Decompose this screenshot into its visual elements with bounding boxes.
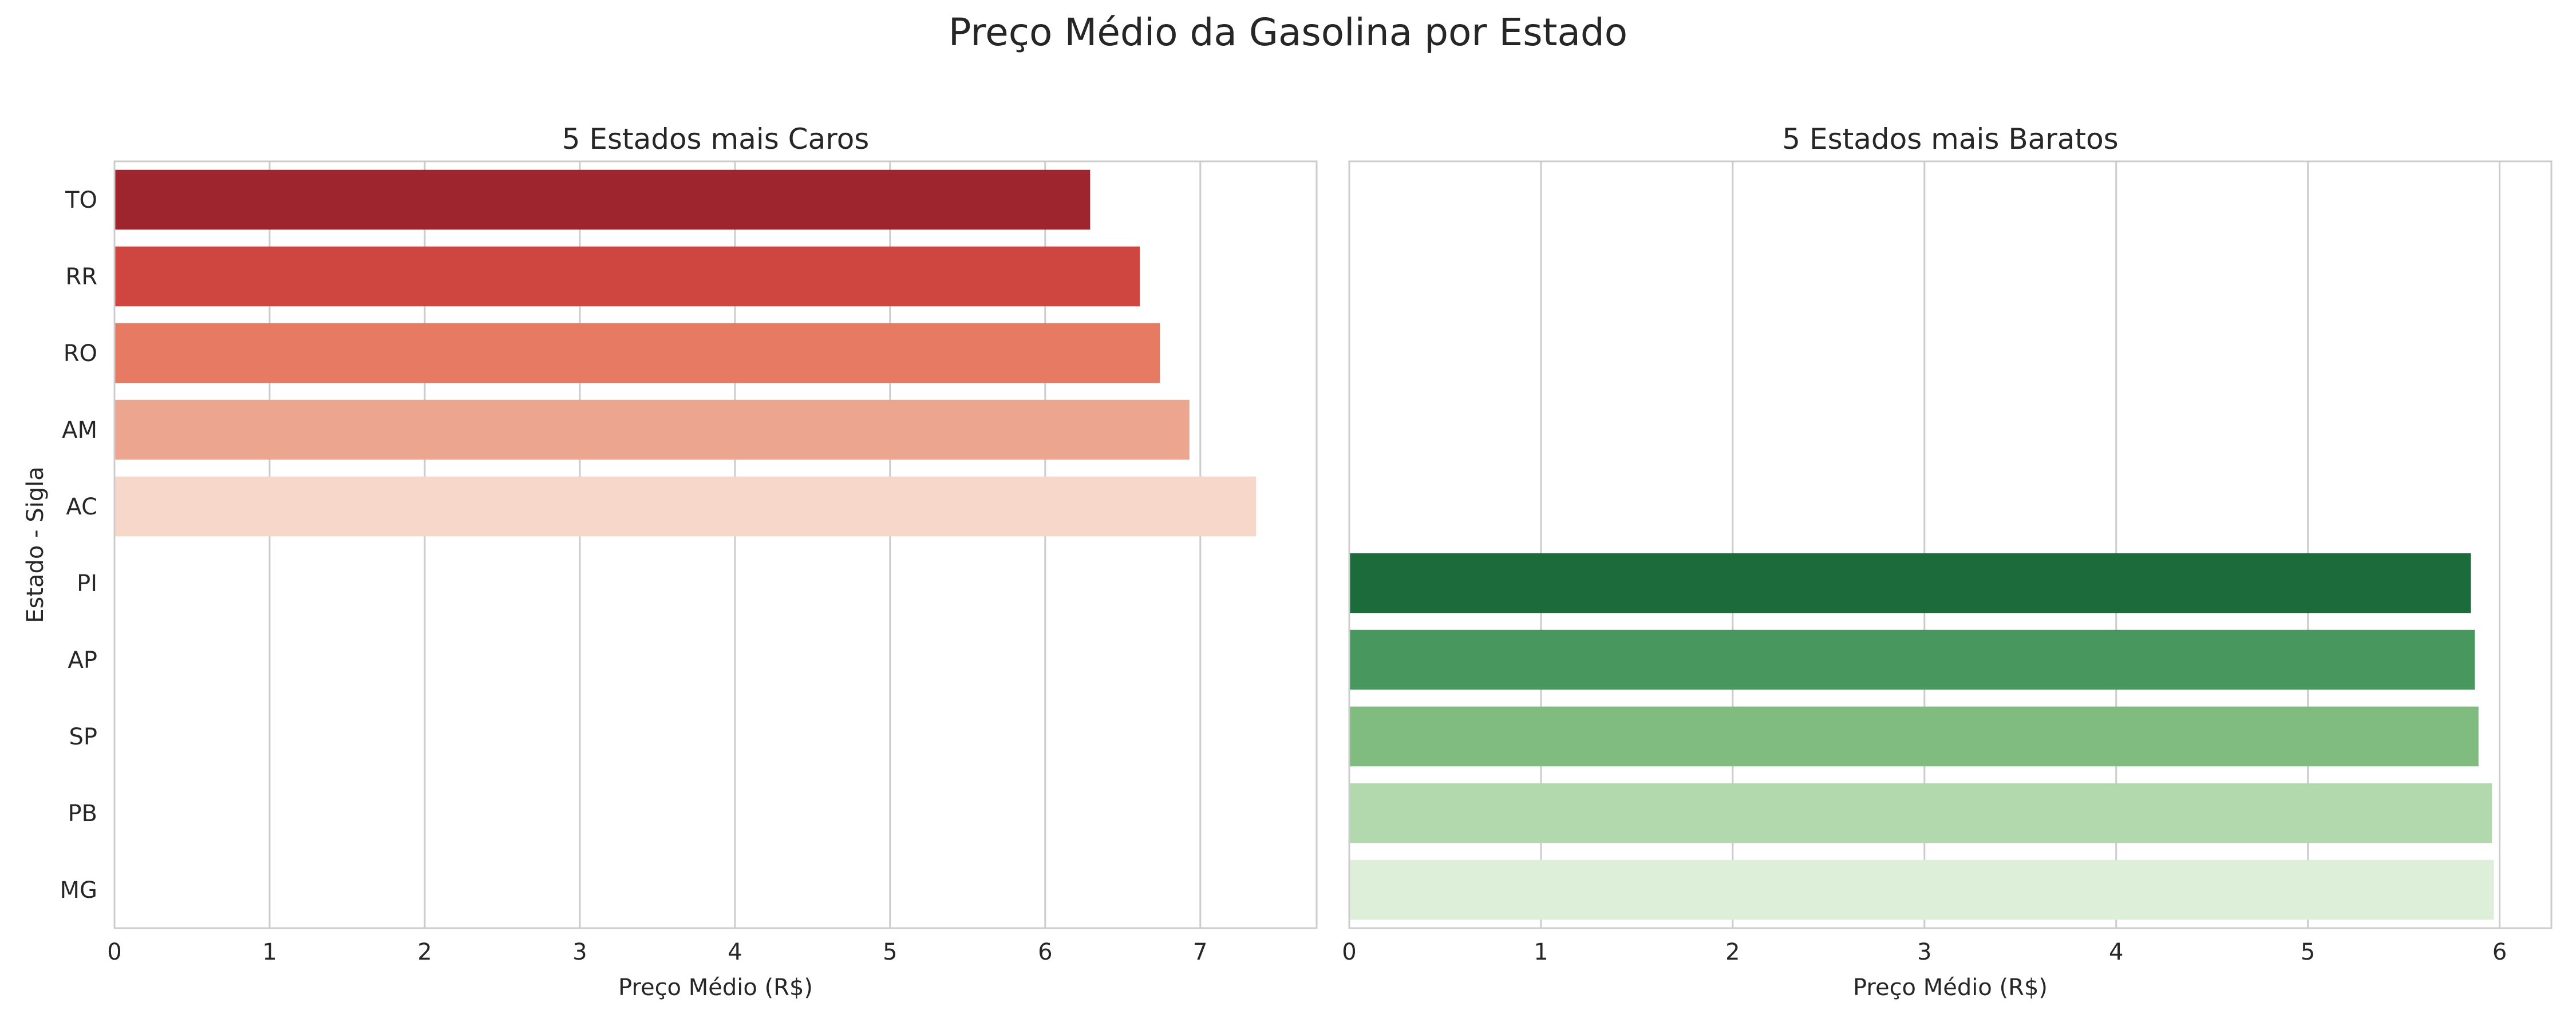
bar-ap [1349,629,2475,690]
y-tick-label-pi: PI [77,571,97,597]
x-tick-label: 3 [1917,939,1931,965]
x-tick-label: 4 [728,939,742,965]
bar-to [114,169,1091,230]
y-tick-label-pb: PB [68,801,97,827]
x-tick-label: 0 [107,939,121,965]
bar-pi [1349,553,2471,613]
panel-expensive: 5 Estados mais Caros Preço Médio (R$) Es… [22,122,1318,1001]
y-tick-label-ap: AP [68,647,97,674]
bar-am [114,399,1190,460]
figure-title: Preço Médio da Gasolina por Estado [948,10,1628,54]
bar-ro [114,323,1160,383]
x-tick-label: 3 [572,939,587,965]
plot-frame [1348,160,2553,929]
panel-title-expensive: 5 Estados mais Caros [562,122,870,156]
y-tick-label-mg: MG [60,877,97,904]
panel-cheap: 5 Estados mais Baratos Preço Médio (R$) … [1342,122,2553,1001]
y-tick-label-sp: SP [69,724,97,750]
x-tick-label: 6 [2492,939,2507,965]
bar-pb [1349,783,2492,843]
panel-title-cheap: 5 Estados mais Baratos [1782,122,2118,156]
y-axis-label: Estado - Sigla [22,466,49,623]
bar-mg [1349,859,2494,920]
x-tick-label: 6 [1038,939,1052,965]
x-axis-label-expensive: Preço Médio (R$) [618,974,813,1001]
y-tick-label-ro: RO [64,340,97,367]
y-tick-label-ac: AC [66,494,97,520]
bar-rr [114,246,1140,307]
y-tick-label-am: AM [62,417,97,443]
bar-sp [1349,706,2479,767]
x-tick-label: 1 [1534,939,1548,965]
x-axis-label-cheap: Preço Médio (R$) [1853,974,2048,1001]
x-tick-label: 1 [262,939,276,965]
x-tick-label: 7 [1193,939,1207,965]
plot-frame [113,160,1318,929]
x-tick-label: 5 [883,939,897,965]
y-tick-label-to: TO [65,187,97,213]
bar-ac [114,476,1257,537]
y-tick-label-rr: RR [65,264,97,290]
x-tick-label: 2 [1725,939,1740,965]
x-tick-label: 4 [2109,939,2123,965]
x-tick-label: 2 [417,939,432,965]
x-tick-label: 5 [2301,939,2315,965]
x-tick-label: 0 [1342,939,1356,965]
